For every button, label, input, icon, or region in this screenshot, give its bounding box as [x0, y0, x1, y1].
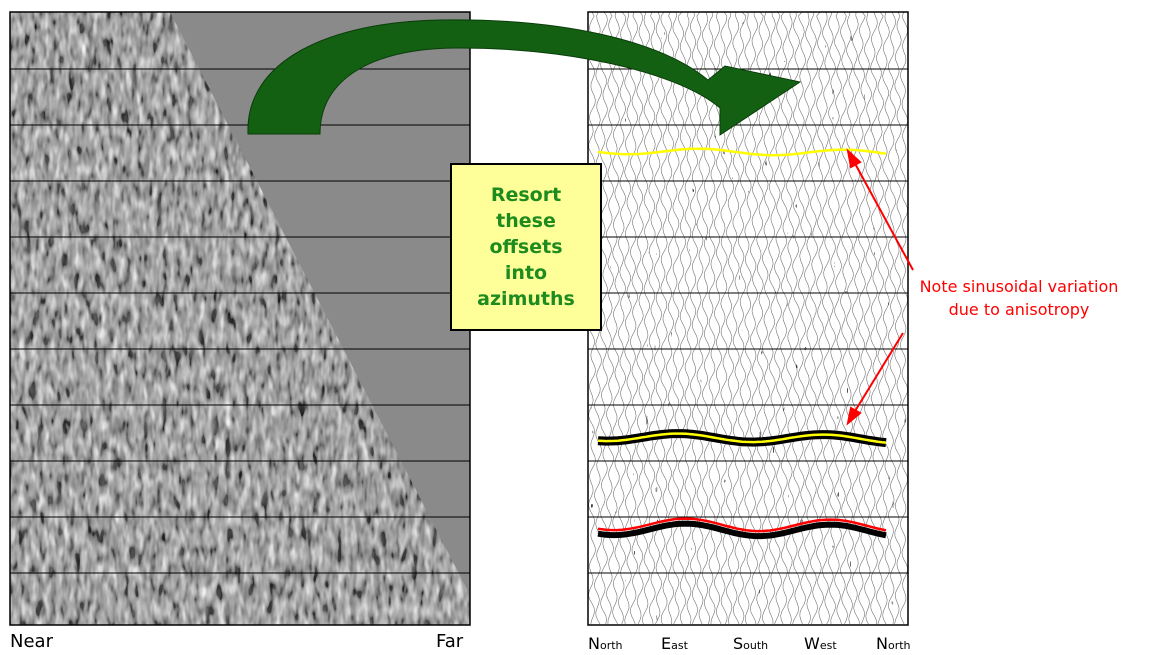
resort-line: offsets	[489, 236, 563, 258]
resort-line: Resort	[490, 184, 562, 206]
wiggle-trace	[624, 12, 632, 625]
azimuth-label-east: East	[661, 636, 688, 654]
anisotropy-annotation: Note sinusoidal variation due to anisotr…	[888, 275, 1150, 321]
resort-line: into	[504, 262, 548, 284]
azimuth-label-north-start: North	[588, 636, 623, 654]
wiggle-trace	[858, 12, 866, 625]
wiggle-trace	[864, 12, 872, 625]
yellow-horizon-middle	[597, 432, 887, 444]
gather-timing-lines	[10, 68, 470, 574]
wiggle-trace	[641, 12, 651, 625]
annotation-pointers	[846, 148, 914, 426]
azimuth-rest: est	[819, 639, 837, 652]
wiggle-trace	[810, 12, 818, 625]
wiggle-trace	[774, 12, 782, 625]
pointer-head-bottom-icon	[846, 406, 862, 426]
pointer-head-top-icon	[846, 148, 862, 169]
wiggle-trace	[792, 12, 800, 625]
wiggle-trace	[899, 12, 908, 625]
wiggle-trace	[749, 12, 759, 625]
azimuth-rest: orth	[887, 639, 911, 652]
wiggle-trace	[876, 12, 884, 625]
azimuth-rest: outh	[743, 639, 769, 652]
wiggle-trace	[648, 12, 656, 625]
wiggle-trace	[780, 12, 788, 625]
azimuth-initial: S	[733, 634, 744, 653]
azimuth-initial: E	[661, 634, 672, 653]
wiggle-trace	[768, 12, 776, 625]
wiggle-trace	[612, 12, 620, 625]
wiggle-trace	[870, 12, 878, 625]
azimuth-rest: orth	[599, 639, 623, 652]
red-event-band	[597, 520, 887, 540]
wiggle-trace	[756, 12, 764, 625]
wiggle-trace	[882, 12, 890, 625]
far-label: Far	[436, 631, 464, 652]
resort-callout-box: Resort these offsets into azimuths	[450, 163, 602, 331]
azimuth-label-north-end: North	[876, 636, 911, 654]
resort-line: these	[496, 210, 556, 232]
wiggle-trace	[887, 12, 896, 625]
wiggle-trace	[618, 12, 626, 625]
wiggle-trace	[786, 12, 794, 625]
wiggle-trace	[636, 12, 644, 625]
azimuth-label-south: South	[733, 636, 768, 654]
offset-gather-panel	[9, 11, 471, 626]
azimuth-initial: N	[588, 634, 600, 653]
red-horizon	[597, 517, 887, 533]
wiggle-trace	[606, 12, 614, 625]
wiggle-trace	[894, 12, 902, 625]
near-label: Near	[10, 631, 53, 652]
azimuth-initial: N	[876, 634, 888, 653]
resort-arrow-icon	[247, 19, 802, 136]
resort-line: azimuths	[477, 288, 575, 310]
mute-zone	[170, 12, 470, 595]
wiggle-trace	[816, 12, 824, 625]
wiggle-trace	[600, 12, 608, 625]
pointer-line-top	[851, 157, 914, 271]
wiggle-trace	[713, 12, 723, 625]
annotation-line: Note sinusoidal variation	[919, 277, 1119, 296]
pointer-line-bottom	[851, 332, 904, 417]
azimuth-label-west: West	[804, 636, 837, 654]
annotation-line: due to anisotropy	[948, 300, 1090, 319]
azimuth-initial: W	[804, 634, 820, 653]
wiggle-trace	[761, 12, 771, 625]
wiggle-trace	[665, 12, 675, 625]
wiggle-trace	[629, 12, 639, 625]
yellow-horizon-top	[597, 147, 887, 157]
azimuth-rest: ast	[671, 639, 688, 652]
wiggle-trace	[798, 12, 806, 625]
